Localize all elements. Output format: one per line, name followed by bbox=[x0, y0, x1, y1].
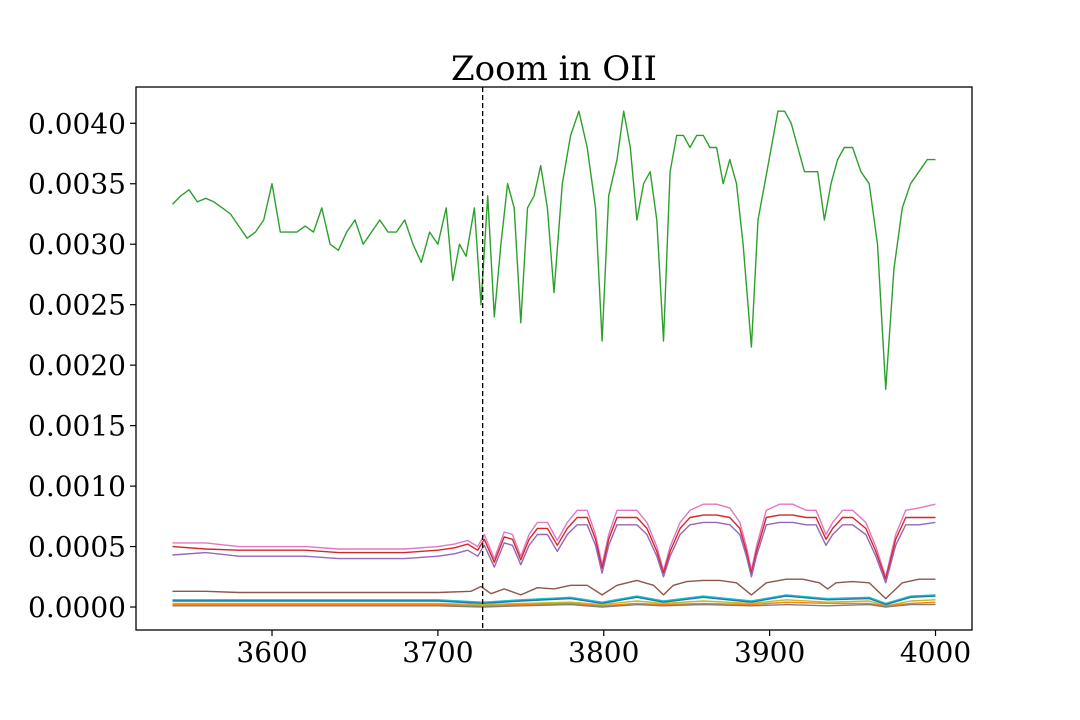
series-line-5 bbox=[172, 578, 936, 600]
y-tick-label: 0.0030 bbox=[28, 228, 126, 261]
series-line-7 bbox=[172, 595, 936, 606]
series-line-1 bbox=[171, 110, 936, 390]
x-tick-label: 4000 bbox=[900, 636, 971, 669]
series-line-8 bbox=[172, 599, 936, 607]
series-line-2 bbox=[172, 503, 936, 578]
y-tick-label: 0.0025 bbox=[28, 289, 126, 322]
y-tick-label: 0.0005 bbox=[28, 531, 126, 564]
series-line-3 bbox=[172, 514, 936, 580]
series-layer bbox=[171, 110, 936, 608]
chart-title: Zoom in OII bbox=[451, 49, 657, 89]
y-tick-label: 0.0020 bbox=[28, 349, 126, 382]
y-tick-label: 0.0000 bbox=[28, 591, 126, 624]
series-line-6 bbox=[172, 594, 936, 605]
x-tick-label: 3600 bbox=[236, 636, 307, 669]
series-line-9 bbox=[172, 601, 936, 607]
axis-layer: 3600 3700 3800 3900 4000 0.0000 0.0005 0.0010 0.… bbox=[28, 107, 971, 669]
x-tick-label: 3700 bbox=[402, 636, 473, 669]
x-tick-label: 3800 bbox=[568, 636, 639, 669]
plot-frame bbox=[135, 86, 973, 631]
x-tick-label: 3900 bbox=[734, 636, 805, 669]
y-tick-label: 0.0015 bbox=[28, 410, 126, 443]
y-tick-label: 0.0035 bbox=[28, 168, 126, 201]
series-line-4 bbox=[172, 521, 936, 584]
series-line-10 bbox=[172, 603, 936, 608]
y-tick-label: 0.0010 bbox=[28, 470, 126, 503]
y-tick-label: 0.0040 bbox=[28, 107, 126, 140]
